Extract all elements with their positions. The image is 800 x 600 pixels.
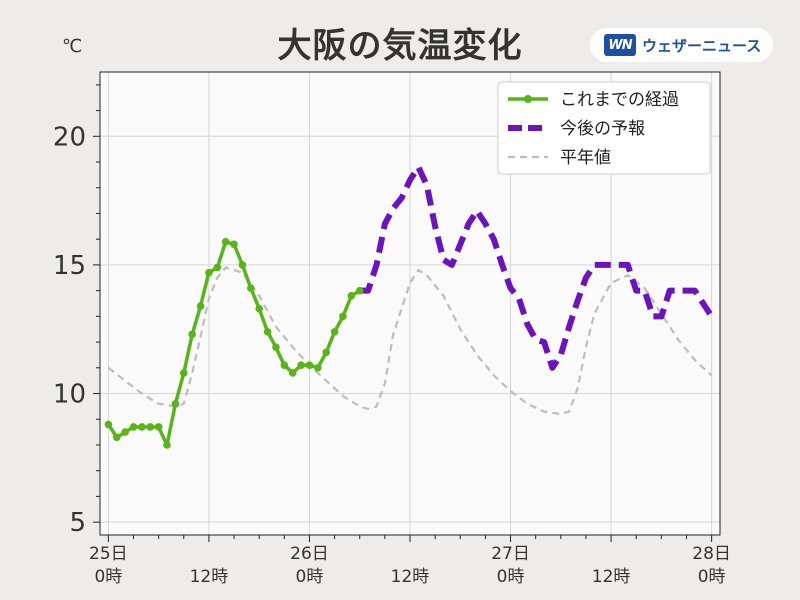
data-point [230, 240, 238, 249]
brand-logo-name: ウェザーニュース [642, 36, 762, 55]
data-point [347, 291, 356, 300]
chart-title: 大阪の気温変化 [277, 26, 523, 66]
brand-logo-mark: WN [604, 34, 636, 56]
data-point [238, 261, 247, 269]
y-unit-label: ℃ [62, 36, 83, 57]
y-tick-label: 5 [69, 508, 86, 538]
legend-label: 今後の予報 [560, 119, 645, 139]
x-tick-label-hour: 0時 [94, 567, 122, 587]
data-point [129, 423, 138, 431]
data-point [146, 423, 155, 431]
x-tick-label-day: 28日 [692, 544, 731, 564]
data-point [205, 268, 213, 277]
data-point [255, 304, 263, 313]
data-point [121, 428, 129, 436]
data-point [154, 423, 163, 431]
data-point [221, 237, 230, 246]
data-point [297, 361, 305, 370]
data-point [280, 361, 289, 370]
legend-label: これまでの経過 [560, 90, 679, 110]
x-tick-label-hour: 12時 [592, 567, 631, 587]
data-point [104, 420, 113, 429]
data-point [330, 327, 339, 336]
data-point [196, 302, 205, 310]
data-point [171, 400, 180, 408]
legend-label: 平年値 [560, 148, 611, 168]
x-tick-label-day: 27日 [491, 544, 530, 564]
data-point [288, 369, 297, 377]
data-point [188, 330, 196, 339]
x-tick-label-day: 26日 [290, 544, 329, 564]
data-point [322, 348, 331, 357]
data-point [213, 263, 222, 272]
series-line-thin-dashed [107, 266, 713, 416]
x-tick-label-day: 25日 [89, 544, 128, 564]
x-tick-label-hour: 12時 [391, 567, 430, 587]
x-tick-label-hour: 0時 [698, 567, 726, 587]
data-point [272, 343, 280, 352]
y-tick-label: 10 [53, 380, 86, 410]
data-point [247, 284, 255, 292]
y-tick-label: 15 [53, 251, 86, 281]
data-point [263, 327, 272, 336]
data-point [339, 312, 347, 321]
data-point [112, 433, 121, 442]
data-point [138, 423, 146, 431]
data-point [314, 364, 322, 372]
data-point [163, 441, 171, 449]
y-tick-label: 20 [53, 122, 86, 152]
legend-swatch-marker [524, 95, 532, 103]
data-point [355, 286, 364, 295]
brand-logo: WN ウェザーニュース [590, 28, 773, 62]
x-tick-label-hour: 0時 [497, 567, 525, 587]
data-point [179, 369, 188, 377]
x-tick-label-hour: 12時 [190, 567, 229, 587]
data-point [305, 361, 314, 370]
legend-box [497, 81, 711, 175]
x-tick-label-hour: 0時 [296, 567, 324, 587]
